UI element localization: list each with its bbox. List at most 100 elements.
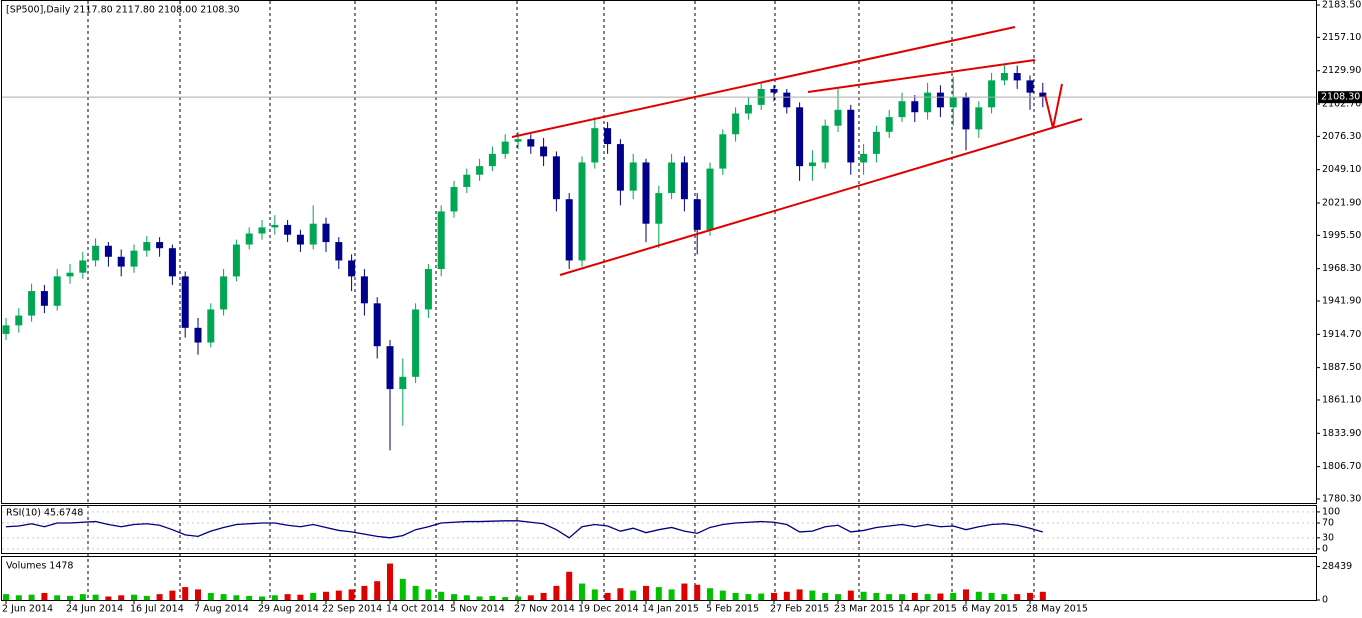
volume-frame	[1, 556, 1317, 601]
volume-bar	[655, 587, 662, 600]
volume-bar	[975, 591, 982, 600]
y-tick-label: 2129.90	[1322, 65, 1361, 76]
volume-bar	[361, 585, 368, 600]
candle-body	[53, 276, 61, 306]
y-tick-label: 28439	[1322, 561, 1352, 572]
x-tick-label: 14 Jan 2015	[642, 604, 699, 615]
volume-bar	[809, 590, 816, 600]
y-tick-label: 1941.90	[1322, 295, 1361, 306]
y-tick-label: 1914.70	[1322, 329, 1361, 340]
volume-bar	[297, 594, 304, 600]
volume-bar	[15, 595, 22, 600]
candle-body	[309, 223, 317, 245]
volume-bar	[668, 589, 675, 600]
volume-bar	[348, 589, 355, 600]
volume-bar	[489, 595, 496, 600]
volume-bar	[630, 590, 637, 600]
volume-bar	[271, 595, 278, 600]
y-tick-label: 1887.50	[1322, 362, 1361, 373]
candle-body	[40, 291, 48, 306]
candle-body	[143, 242, 151, 251]
x-tick-label: 27 Feb 2015	[770, 604, 829, 615]
candle-body	[808, 162, 816, 167]
candle-body	[988, 80, 996, 108]
volume-bar	[54, 595, 61, 600]
candle-body	[527, 139, 535, 147]
volume-bar	[1014, 594, 1021, 600]
x-tick-label: 6 May 2015	[962, 604, 1018, 615]
y-tick-label: 0	[1322, 595, 1328, 606]
volume-bar	[911, 592, 918, 600]
candle-body	[821, 125, 829, 163]
candle-body	[642, 162, 650, 224]
y-tick-label: 2049.10	[1322, 164, 1361, 175]
candle-body	[220, 276, 228, 310]
candle-body	[1000, 73, 1008, 81]
candle-body	[476, 166, 484, 175]
volume-bar	[719, 590, 726, 600]
candle-body	[130, 250, 138, 267]
candle-body	[168, 248, 176, 277]
candle-body	[924, 92, 932, 113]
volume-bar	[374, 581, 381, 600]
volume-bar	[118, 595, 125, 600]
volume-bar	[835, 594, 841, 600]
volume-bar	[28, 594, 35, 600]
rsi-frame	[1, 505, 1317, 554]
volume-bar	[899, 594, 905, 600]
volume-bar	[67, 595, 73, 600]
volume-bar	[246, 595, 253, 600]
candle-body	[284, 224, 292, 235]
volume-bar	[131, 594, 137, 600]
candle-body	[437, 211, 445, 270]
price-title: [SP500],Daily 2117.80 2117.80 2108.00 21…	[6, 5, 240, 16]
rsi-title: RSI(10) 45.6748	[6, 508, 83, 519]
x-tick-label: 27 Nov 2014	[514, 604, 575, 615]
v-grid	[87, 1, 1035, 600]
volume-title: Volumes 1478	[6, 561, 73, 572]
volume-bar	[220, 594, 227, 600]
x-tick-label: 28 May 2015	[1026, 604, 1088, 615]
candle-body	[732, 113, 740, 135]
candle-body	[79, 260, 87, 273]
volume-bar	[79, 594, 86, 600]
x-tick-label: 5 Nov 2014	[450, 604, 505, 615]
x-tick-label: 19 Dec 2014	[578, 604, 639, 615]
volume-bar	[579, 583, 585, 600]
volume-bar	[988, 592, 995, 600]
volume-bar	[438, 591, 445, 600]
y-tick-label: 70	[1322, 518, 1334, 529]
candle-body	[834, 109, 842, 126]
volume-bar	[527, 595, 534, 600]
volume-bar	[169, 590, 176, 600]
candle-body	[706, 168, 714, 230]
x-tick-label: 16 Jul 2014	[130, 604, 184, 615]
y-tick-label: 1833.90	[1322, 428, 1361, 439]
candle-body	[1026, 80, 1034, 93]
volume-bar	[463, 595, 470, 600]
candle-body	[15, 315, 23, 326]
candle-body	[207, 309, 215, 343]
y-tick-label: 1968.30	[1322, 263, 1361, 274]
candle-body	[322, 223, 330, 243]
volume-bar	[1027, 592, 1033, 600]
volume-bar	[143, 595, 150, 600]
volume-bar	[745, 594, 752, 600]
candle-body	[885, 117, 893, 132]
candle-body	[604, 128, 612, 145]
candle-body	[514, 139, 522, 142]
volume-bar	[233, 595, 240, 600]
candle-body	[450, 186, 458, 212]
candle-body	[898, 101, 906, 118]
candle-body	[258, 227, 266, 234]
candle-body	[591, 128, 599, 163]
volume-bar	[92, 594, 99, 600]
candle-body	[463, 174, 471, 187]
volume-bar	[335, 590, 342, 600]
x-tick-label: 29 Aug 2014	[258, 604, 319, 615]
volume-bar	[783, 591, 790, 600]
volume-bar	[310, 592, 317, 600]
x-tick-label: 14 Apr 2015	[898, 604, 957, 615]
candle-body	[578, 162, 586, 261]
